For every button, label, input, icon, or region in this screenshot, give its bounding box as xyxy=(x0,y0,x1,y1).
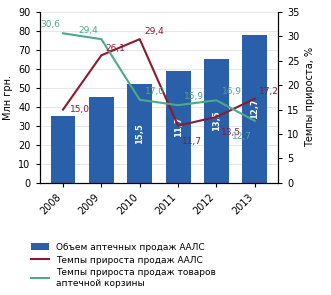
Text: 17,2: 17,2 xyxy=(259,87,279,96)
Bar xyxy=(242,35,267,183)
Text: 15,9: 15,9 xyxy=(184,92,204,101)
Bar xyxy=(166,71,191,183)
Text: 13,5: 13,5 xyxy=(220,128,241,137)
Text: 29,4: 29,4 xyxy=(144,27,164,36)
Text: 11,7: 11,7 xyxy=(173,117,183,137)
Text: 15,5: 15,5 xyxy=(135,123,144,144)
Text: 13,5: 13,5 xyxy=(212,111,221,132)
Legend: Объем аптечных продаж ААЛС, Темпы прироста продаж ААЛС, Темпы прироста продаж то: Объем аптечных продаж ААЛС, Темпы прирос… xyxy=(31,243,216,288)
Text: 12,7: 12,7 xyxy=(232,132,252,141)
Bar xyxy=(204,59,229,183)
Bar xyxy=(89,97,114,183)
Text: 29,4: 29,4 xyxy=(79,26,99,35)
Bar xyxy=(51,116,75,183)
Text: 11,7: 11,7 xyxy=(182,137,202,146)
Text: 15,0: 15,0 xyxy=(70,105,90,114)
Text: 16,9: 16,9 xyxy=(222,87,242,96)
Text: 12,7: 12,7 xyxy=(250,98,259,119)
Bar xyxy=(127,84,152,183)
Text: 30,6: 30,6 xyxy=(40,20,60,29)
Text: 26,1: 26,1 xyxy=(106,44,125,53)
Y-axis label: Темпы прироста, %: Темпы прироста, % xyxy=(305,47,315,148)
Y-axis label: Млн грн.: Млн грн. xyxy=(3,75,13,120)
Text: 17,0: 17,0 xyxy=(145,87,165,96)
